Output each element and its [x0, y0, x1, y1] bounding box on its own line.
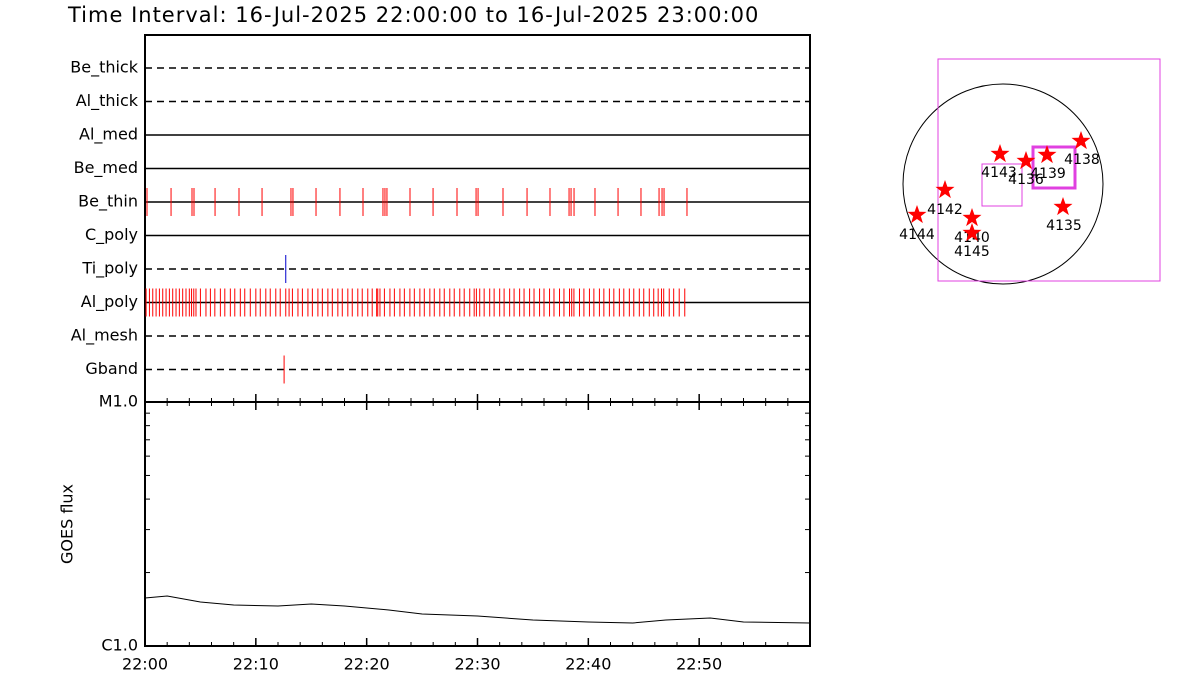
- row-label: Ti_poly: [81, 259, 138, 279]
- row-label: Al_thick: [76, 91, 139, 111]
- region-label: 4138: [1064, 152, 1100, 168]
- region-star: [1053, 197, 1073, 216]
- fov-box: [981, 163, 1023, 207]
- region-label: 4144: [899, 227, 935, 243]
- row-label: Gband: [85, 359, 138, 378]
- region-label: 4135: [1046, 218, 1082, 234]
- x-tick-label: 22:00: [122, 655, 168, 674]
- region-star: [1016, 151, 1036, 170]
- y-axis-label: GOES flux: [58, 484, 77, 564]
- region-star: [962, 208, 982, 227]
- region-star: [990, 144, 1010, 163]
- fov-box: [937, 58, 1161, 282]
- row-label: C_poly: [85, 225, 138, 245]
- region-label: 4139: [1030, 166, 1066, 182]
- row-label: Be_thin: [78, 192, 138, 212]
- row-label: Be_med: [74, 158, 138, 178]
- x-tick-label: 22:30: [454, 655, 500, 674]
- event-frame: [144, 34, 811, 403]
- region-label: 4145: [954, 244, 990, 260]
- region-star: [935, 180, 955, 199]
- y-tick-label: M1.0: [99, 392, 138, 411]
- row-label: Be_thick: [70, 58, 138, 78]
- x-tick-label: 22:40: [565, 655, 611, 674]
- fov-box: [1031, 145, 1077, 190]
- x-tick-label: 22:20: [344, 655, 390, 674]
- row-label: Al_med: [79, 125, 138, 145]
- region-label: 4136: [1008, 172, 1044, 188]
- goes-line: [144, 595, 811, 624]
- y-tick-label: C1.0: [101, 636, 138, 655]
- region-star: [907, 205, 927, 224]
- solar-limb: [902, 83, 1104, 285]
- chart-title: Time Interval: 16-Jul-2025 22:00:00 to 1…: [67, 3, 759, 27]
- region-label: 4143: [981, 165, 1017, 181]
- row-label: Al_poly: [81, 292, 138, 312]
- region-label: 4140: [954, 230, 990, 246]
- region-label: 4142: [927, 202, 963, 218]
- row-label: Al_mesh: [71, 326, 138, 346]
- goes-frame: [144, 401, 811, 647]
- region-star: [1071, 131, 1091, 150]
- region-star: [1037, 145, 1057, 164]
- x-tick-label: 22:10: [233, 655, 279, 674]
- x-tick-label: 22:50: [676, 655, 722, 674]
- region-star: [962, 223, 982, 242]
